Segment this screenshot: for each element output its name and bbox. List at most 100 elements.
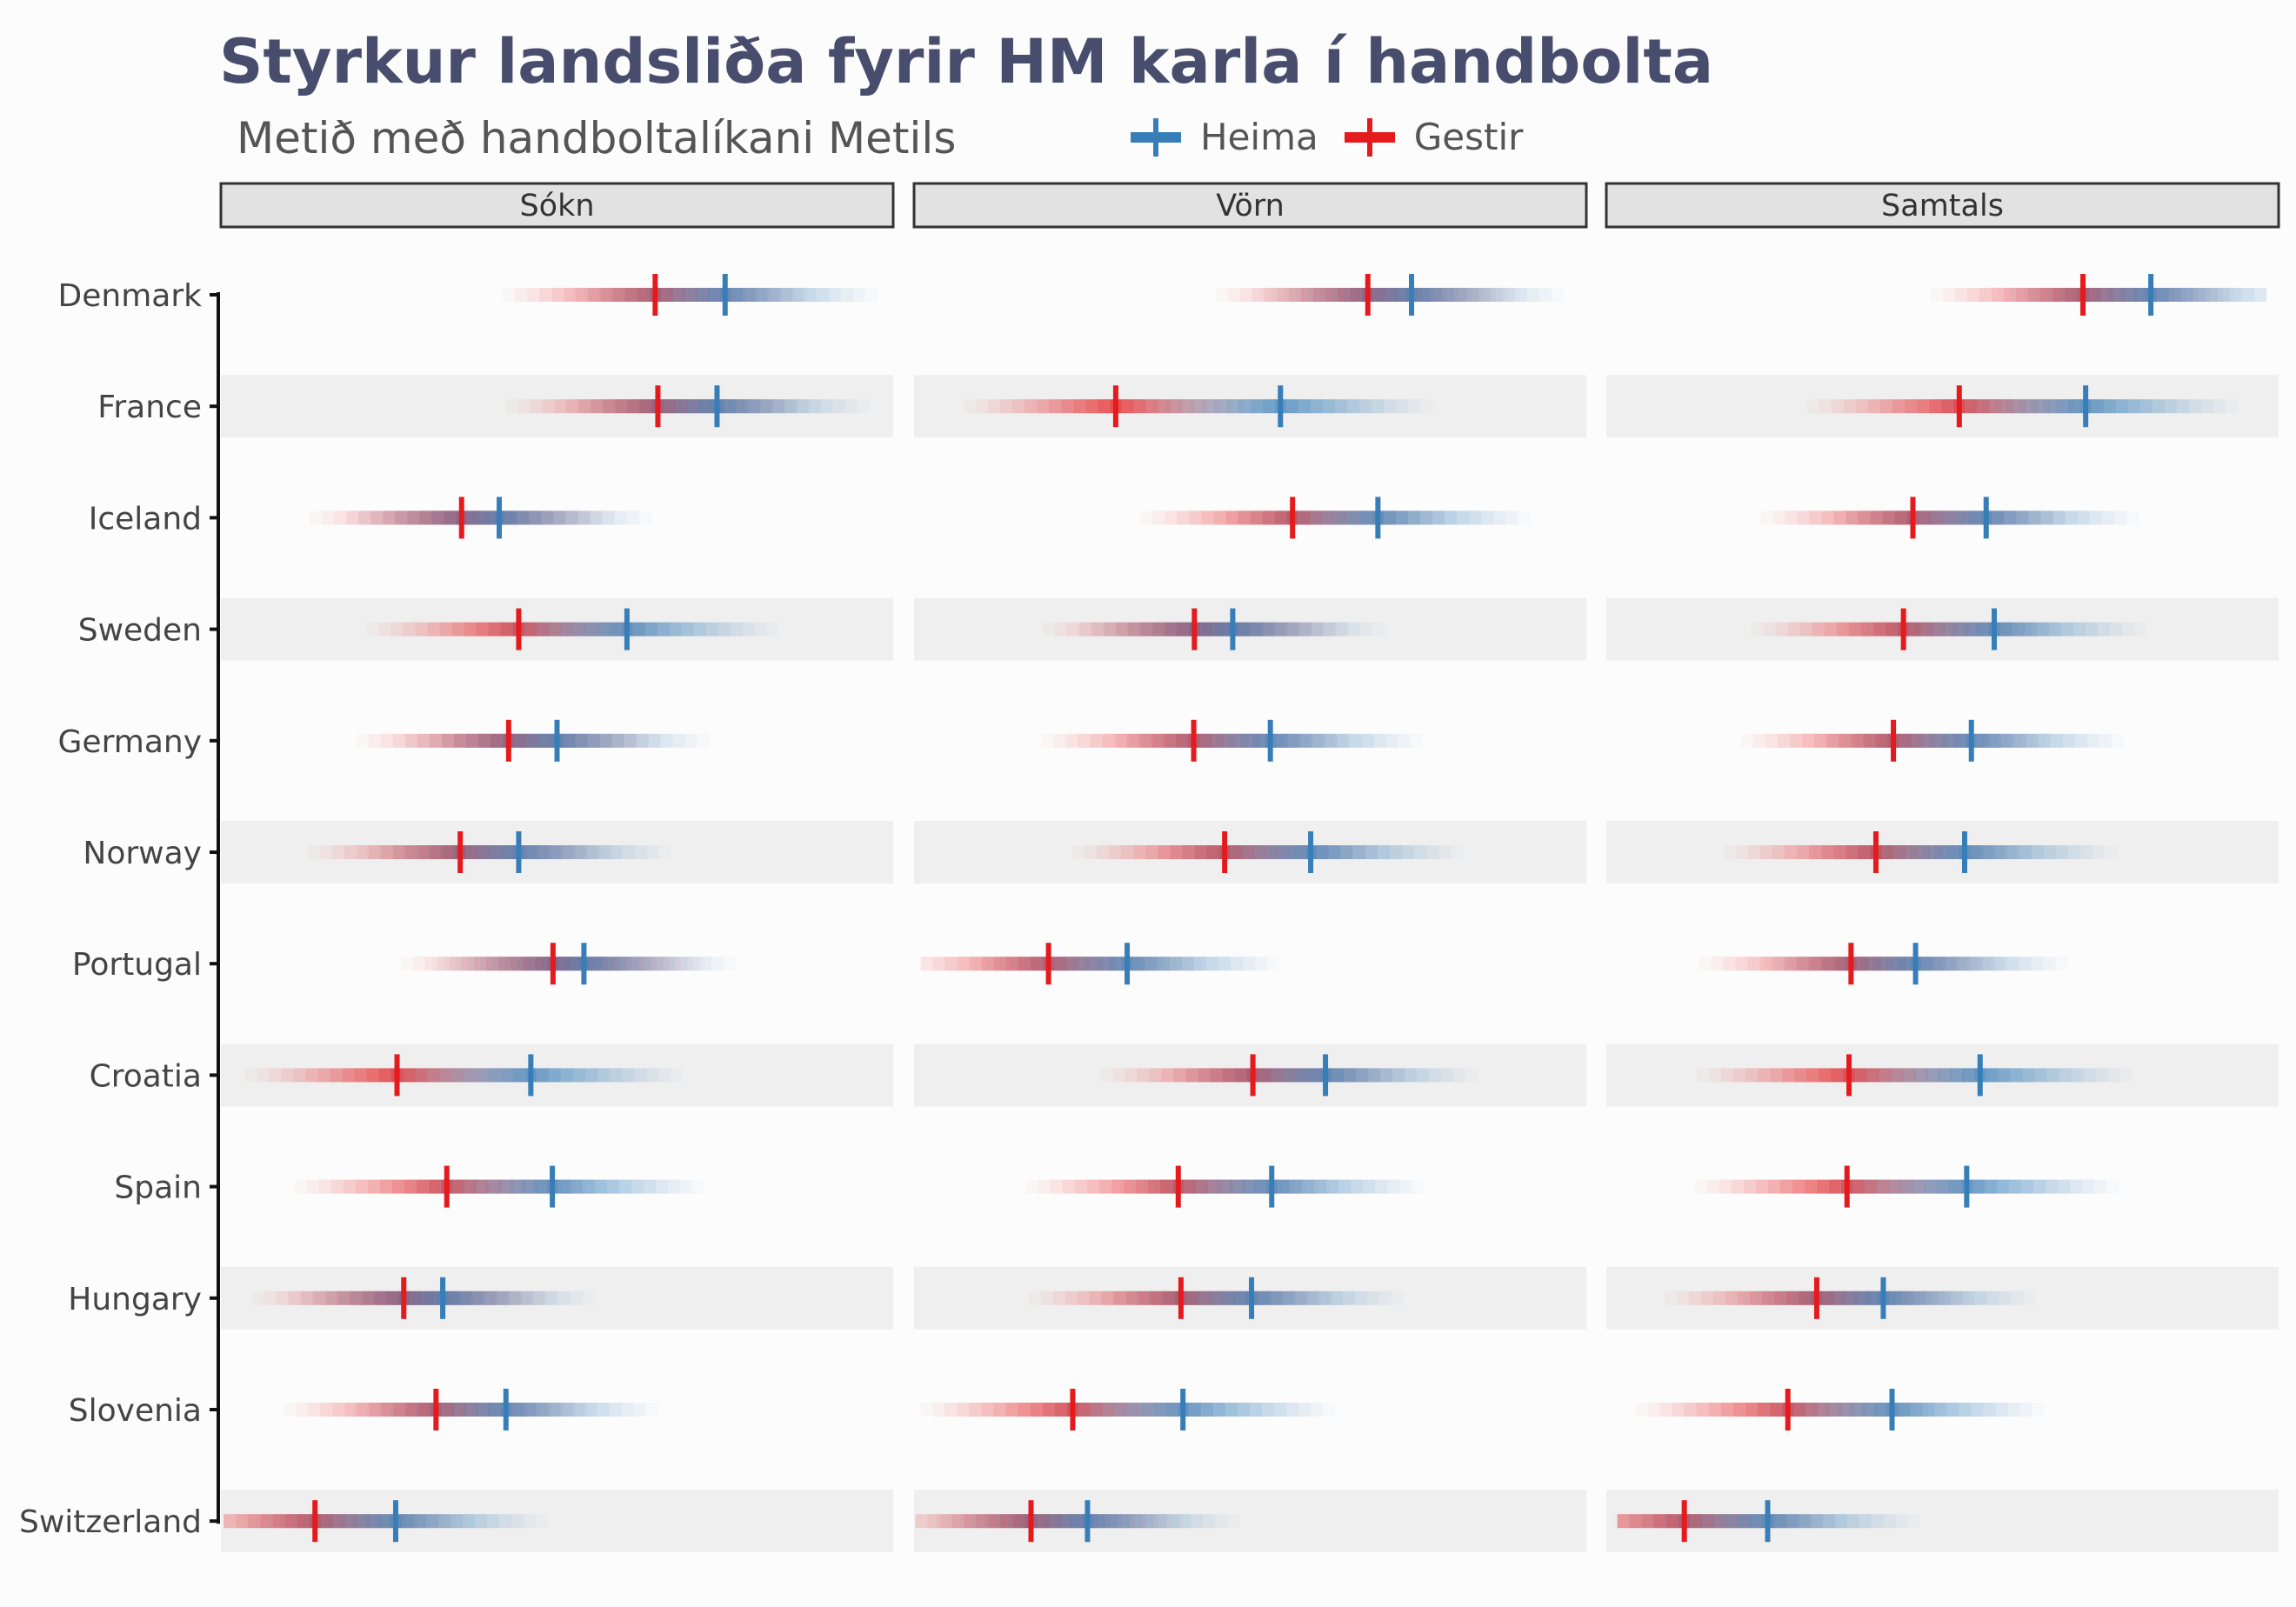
fade-gestir-denmark <box>1943 288 1956 302</box>
fade-gestir-iceland <box>1152 510 1165 525</box>
fade-gestir-france <box>639 399 652 414</box>
fade-heima-germany <box>2013 733 2026 748</box>
fade-gestir-germany <box>1163 733 1176 748</box>
fade-gestir-portugal <box>1808 957 1821 971</box>
fade-gestir-france <box>505 399 517 413</box>
fade-gestir-denmark <box>2052 288 2066 302</box>
fade-heima-germany <box>599 733 612 748</box>
fade-gestir-croatia <box>464 1068 477 1083</box>
fade-heima-hungary <box>1185 1290 1198 1305</box>
fade-heima-germany <box>2062 733 2075 748</box>
fade-heima-spain <box>1375 1179 1388 1194</box>
fade-heima-croatia <box>1961 1068 1974 1083</box>
fade-heima-slovenia <box>1995 1403 2008 1417</box>
fade-heima-spain <box>1144 1179 1157 1194</box>
fade-gestir-norway <box>1109 845 1122 859</box>
fade-gestir-portugal <box>1699 957 1711 970</box>
fade-gestir-germany <box>1065 733 1078 748</box>
fade-heima-portugal <box>1206 957 1219 971</box>
fade-heima-switzerland <box>1834 1514 1847 1529</box>
fade-gestir-croatia <box>342 1068 355 1083</box>
fade-gestir-sweden <box>1273 622 1286 637</box>
fade-gestir-spain <box>1865 1179 1878 1194</box>
fade-gestir-iceland <box>357 510 370 525</box>
fade-gestir-france <box>785 399 798 414</box>
fade-heima-france <box>844 399 858 414</box>
fade-gestir-denmark <box>771 288 784 302</box>
fade-heima-hungary <box>473 1290 486 1305</box>
fade-gestir-portugal <box>1747 957 1760 971</box>
fade-heima-slovenia <box>1250 1403 1263 1417</box>
fade-heima-norway <box>2007 845 2020 859</box>
fade-heima-norway <box>1946 845 1959 859</box>
fade-heima-switzerland <box>947 1514 960 1529</box>
fade-heima-norway <box>1207 845 1220 859</box>
fade-heima-iceland <box>2065 510 2078 525</box>
fade-gestir-slovenia <box>1684 1403 1697 1417</box>
fade-heima-sweden <box>596 622 609 637</box>
fade-gestir-switzerland <box>988 1514 1001 1529</box>
fade-heima-norway <box>488 845 501 859</box>
fade-gestir-spain <box>306 1179 319 1194</box>
fade-heima-hungary <box>1306 1290 1319 1305</box>
fade-heima-france <box>2213 399 2226 414</box>
fade-heima-france <box>613 399 626 414</box>
fade-heima-france <box>1238 399 1251 414</box>
fade-heima-portugal <box>724 957 736 970</box>
fade-heima-iceland <box>408 510 421 525</box>
fade-heima-france <box>1384 399 1397 414</box>
fade-gestir-sweden <box>1885 622 1898 637</box>
fade-gestir-iceland <box>1189 510 1202 525</box>
fade-heima-norway <box>1195 845 1208 859</box>
fade-heima-slovenia <box>1764 1403 1777 1417</box>
fade-gestir-croatia <box>1855 1068 1868 1083</box>
fade-heima-iceland <box>1262 510 1275 525</box>
fade-heima-denmark <box>2084 288 2097 302</box>
fade-heima-croatia <box>2120 1068 2132 1082</box>
fade-heima-norway <box>1934 845 1947 859</box>
fade-heima-sweden <box>1251 622 1264 637</box>
fade-heima-sweden <box>705 622 718 637</box>
fade-gestir-croatia <box>1879 1068 1892 1083</box>
fade-heima-croatia <box>1925 1068 1938 1083</box>
fade-heima-switzerland <box>474 1514 487 1529</box>
fade-gestir-sweden <box>537 622 550 637</box>
fade-heima-croatia <box>1852 1068 1865 1083</box>
fade-heima-switzerland <box>1627 1514 1640 1529</box>
point-heima-vorn-germany <box>1267 719 1273 762</box>
fade-heima-portugal <box>1133 957 1146 971</box>
fade-gestir-switzerland <box>1629 1514 1642 1529</box>
fade-gestir-switzerland <box>951 1514 964 1529</box>
fade-gestir-denmark <box>1312 288 1325 302</box>
fade-heima-germany <box>405 734 417 748</box>
fade-heima-switzerland <box>1712 1514 1725 1529</box>
fade-heima-denmark <box>1527 288 1540 302</box>
fade-heima-switzerland <box>1142 1514 1155 1529</box>
fade-heima-sweden <box>742 622 755 637</box>
fade-gestir-iceland <box>1311 510 1324 525</box>
fade-gestir-germany <box>1875 733 1888 748</box>
point-heima-sokn-denmark <box>722 274 728 316</box>
fade-heima-portugal <box>1109 957 1122 971</box>
fade-gestir-denmark <box>1264 288 1277 302</box>
legend-item-heima: Heima <box>1131 116 1318 158</box>
fade-heima-croatia <box>2059 1068 2072 1083</box>
fade-gestir-sweden <box>1103 622 1116 637</box>
fade-heima-germany <box>660 733 673 748</box>
point-gestir-samtals-spain <box>1844 1165 1850 1208</box>
y-tick-label-france: France <box>97 390 202 425</box>
fade-heima-hungary <box>1986 1290 1999 1305</box>
fade-heima-croatia <box>1876 1068 1889 1083</box>
fade-heima-france <box>1359 399 1372 414</box>
fade-heima-norway <box>2068 845 2081 859</box>
fade-heima-portugal <box>468 957 481 971</box>
point-gestir-sokn-iceland <box>458 497 464 539</box>
fade-heima-norway <box>1812 845 1825 859</box>
fade-heima-croatia <box>2022 1068 2035 1083</box>
fade-gestir-denmark <box>1276 288 1289 302</box>
fade-gestir-denmark <box>1483 288 1496 302</box>
fade-heima-switzerland <box>377 1514 390 1529</box>
point-heima-vorn-croatia <box>1323 1054 1329 1097</box>
fade-gestir-france <box>1011 399 1025 414</box>
fade-gestir-sweden <box>1078 622 1091 637</box>
